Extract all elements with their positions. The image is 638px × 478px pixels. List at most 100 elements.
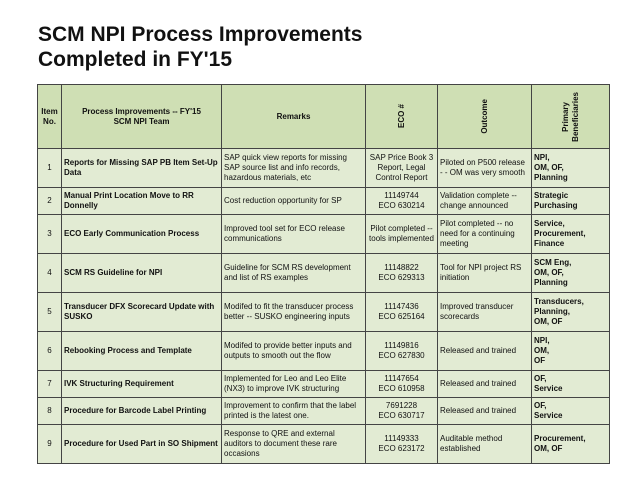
- remarks-cell: Improvement to confirm that the label pr…: [221, 396, 366, 425]
- header-remarks: Remarks: [221, 84, 366, 149]
- eco-cell: 11149744 ECO 630214: [365, 186, 438, 216]
- beneficiary-line: Procurement,: [534, 229, 586, 238]
- outcome-cell: Released and trained: [437, 330, 532, 371]
- beneficiaries-cell: OF, Service: [531, 396, 610, 425]
- remarks-cell: Improved tool set for ECO release commun…: [221, 214, 366, 254]
- item-no-cell: 3: [37, 214, 62, 254]
- item-no-cell: 1: [37, 148, 62, 188]
- eco-cell: Pilot completed -- tools implemented: [365, 214, 438, 254]
- beneficiaries-cell: NPI, OM, OF, Planning: [531, 148, 610, 188]
- table-body: 1 Reports for Missing SAP PB Item Set-Up …: [37, 148, 610, 465]
- remarks-cell: Modifed to provide better inputs and out…: [221, 330, 366, 371]
- outcome-cell: Improved transducer scorecards: [437, 291, 532, 332]
- table-row: 1 Reports for Missing SAP PB Item Set-Up …: [37, 148, 610, 188]
- header-process: Process Improvements -- FY'15 SCM NPI Tea…: [61, 84, 222, 149]
- table-row: 6 Rebooking Process and Template Modifed t…: [37, 330, 610, 371]
- eco-cell: 11149816 ECO 627830: [365, 330, 438, 371]
- beneficiary-line: NPI,: [534, 152, 550, 162]
- table-row: 2 Manual Print Location Move to RR Donnel…: [37, 186, 610, 216]
- outcome-cell: Tool for NPI project RS initiation: [437, 252, 532, 293]
- slide-title: SCM NPI Process Improvements Completed i…: [38, 22, 618, 72]
- item-no-cell: 5: [37, 291, 62, 332]
- process-cell: IVK Structuring Requirement: [61, 369, 222, 398]
- process-cell: Manual Print Location Move to RR Donnell…: [61, 186, 222, 216]
- slide-title-line-2: Completed in FY'15: [38, 48, 233, 71]
- beneficiary-line: NPI,: [534, 335, 550, 345]
- eco-line: ECO 630214: [378, 200, 425, 210]
- beneficiary-line: Planning: [534, 172, 568, 182]
- eco-line: ECO 627830: [378, 350, 425, 360]
- process-cell: Reports for Missing SAP PB Item Set-Up D…: [61, 148, 222, 188]
- outcome-cell: Released and trained: [437, 369, 532, 398]
- beneficiaries-cell: OF, Service: [531, 369, 610, 398]
- item-no-cell: 4: [37, 252, 62, 293]
- improvements-table: Item No. Process Improvements -- FY'15 SCM…: [37, 84, 610, 465]
- eco-line: ECO 629313: [378, 272, 425, 282]
- item-no-cell: 2: [37, 186, 62, 216]
- beneficiary-line: SCM Eng,: [534, 257, 572, 267]
- remarks-cell: Response to QRE and external auditors to…: [221, 423, 366, 465]
- item-no-cell: 8: [37, 396, 62, 425]
- eco-line: 11147436: [384, 301, 419, 311]
- outcome-cell: Auditable method established: [437, 423, 532, 465]
- beneficiary-line: OF,: [534, 373, 547, 383]
- eco-cell: 11149333 ECO 623172: [365, 423, 438, 465]
- beneficiary-line: OF: [534, 355, 546, 365]
- eco-cell: SAP Price Book 3 Report, Legal Control Rep…: [365, 148, 438, 188]
- process-cell: Procedure for Used Part in SO Shipment: [61, 423, 222, 465]
- beneficiaries-cell: Procurement, OM, OF: [531, 423, 610, 465]
- beneficiaries-cell: Strategic Purchasing: [531, 186, 610, 216]
- eco-cell: 11147436 ECO 625164: [365, 291, 438, 332]
- table-row: 4 SCM RS Guideline for NPI Guideline for S…: [37, 252, 610, 293]
- header-beneficiaries: Primary Beneficiaries: [531, 84, 610, 149]
- header-outcome: Outcome: [437, 84, 532, 149]
- table-row: 9 Procedure for Used Part in SO Shipment R…: [37, 423, 610, 465]
- beneficiaries-cell: Service, Procurement, Finance: [531, 214, 610, 254]
- eco-line: SAP Price Book 3: [369, 152, 434, 162]
- eco-line: ECO 630717: [378, 410, 425, 420]
- beneficiary-line: Service: [534, 410, 563, 420]
- eco-line: 11149816: [384, 340, 419, 350]
- remarks-cell: Implemented for Leo and Leo Elite (NX3) …: [221, 369, 366, 398]
- eco-cell: 7691228 ECO 630717: [365, 396, 438, 425]
- process-cell: Procedure for Barcode Label Printing: [61, 396, 222, 425]
- table-row: 5 Transducer DFX Scorecard Update with SU…: [37, 291, 610, 332]
- table-row: 3 ECO Early Communication Process Improved…: [37, 214, 610, 254]
- process-cell: Rebooking Process and Template: [61, 330, 222, 371]
- eco-line: ECO 623172: [378, 443, 425, 453]
- eco-line: 11148822: [384, 262, 419, 272]
- header-row: Item No. Process Improvements -- FY'15 SCM…: [37, 84, 610, 149]
- item-no-cell: 6: [37, 330, 62, 371]
- remarks-cell: SAP quick view reports for missing SAP s…: [221, 148, 366, 188]
- eco-line: 11149333: [384, 433, 419, 443]
- item-no-cell: 7: [37, 369, 62, 398]
- beneficiary-line: OF,: [534, 400, 547, 410]
- beneficiary-line: Planning,: [534, 306, 570, 316]
- remarks-cell: Cost reduction opportunity for SP: [221, 186, 366, 216]
- eco-line: Report, Legal: [377, 162, 426, 172]
- process-cell: SCM RS Guideline for NPI: [61, 252, 222, 293]
- process-cell: ECO Early Communication Process: [61, 214, 222, 254]
- beneficiary-line: OM, OF: [534, 316, 563, 326]
- eco-cell: 11148822 ECO 629313: [365, 252, 438, 293]
- outcome-cell: Validation complete -- change announced: [437, 186, 532, 216]
- remarks-cell: Guideline for SCM RS development and lis…: [221, 252, 366, 293]
- table-row: 8 Procedure for Barcode Label Printing Imp…: [37, 396, 610, 425]
- eco-cell: 11147654 ECO 610958: [365, 369, 438, 398]
- outcome-cell: Released and trained: [437, 396, 532, 425]
- beneficiary-line: Service: [534, 383, 563, 393]
- process-cell: Transducer DFX Scorecard Update with SUS…: [61, 291, 222, 332]
- beneficiary-line: OM, OF,: [534, 162, 564, 172]
- eco-line: Control Report: [375, 172, 428, 182]
- eco-line: 7691228: [385, 400, 418, 410]
- beneficiary-line: OM, OF,: [534, 267, 564, 277]
- header-eco: ECO #: [365, 84, 438, 149]
- remarks-cell: Modifed to fit the transducer process be…: [221, 291, 366, 332]
- outcome-cell: Pilot completed -- no need for a continu…: [437, 214, 532, 254]
- table-row: 7 IVK Structuring Requirement Implemented …: [37, 369, 610, 398]
- beneficiaries-cell: SCM Eng, OM, OF, Planning: [531, 252, 610, 293]
- eco-line: ECO 610958: [378, 383, 425, 393]
- eco-line: Pilot completed --: [370, 224, 433, 233]
- beneficiaries-cell: NPI, OM, OF: [531, 330, 610, 371]
- eco-line: 11149744: [384, 190, 419, 200]
